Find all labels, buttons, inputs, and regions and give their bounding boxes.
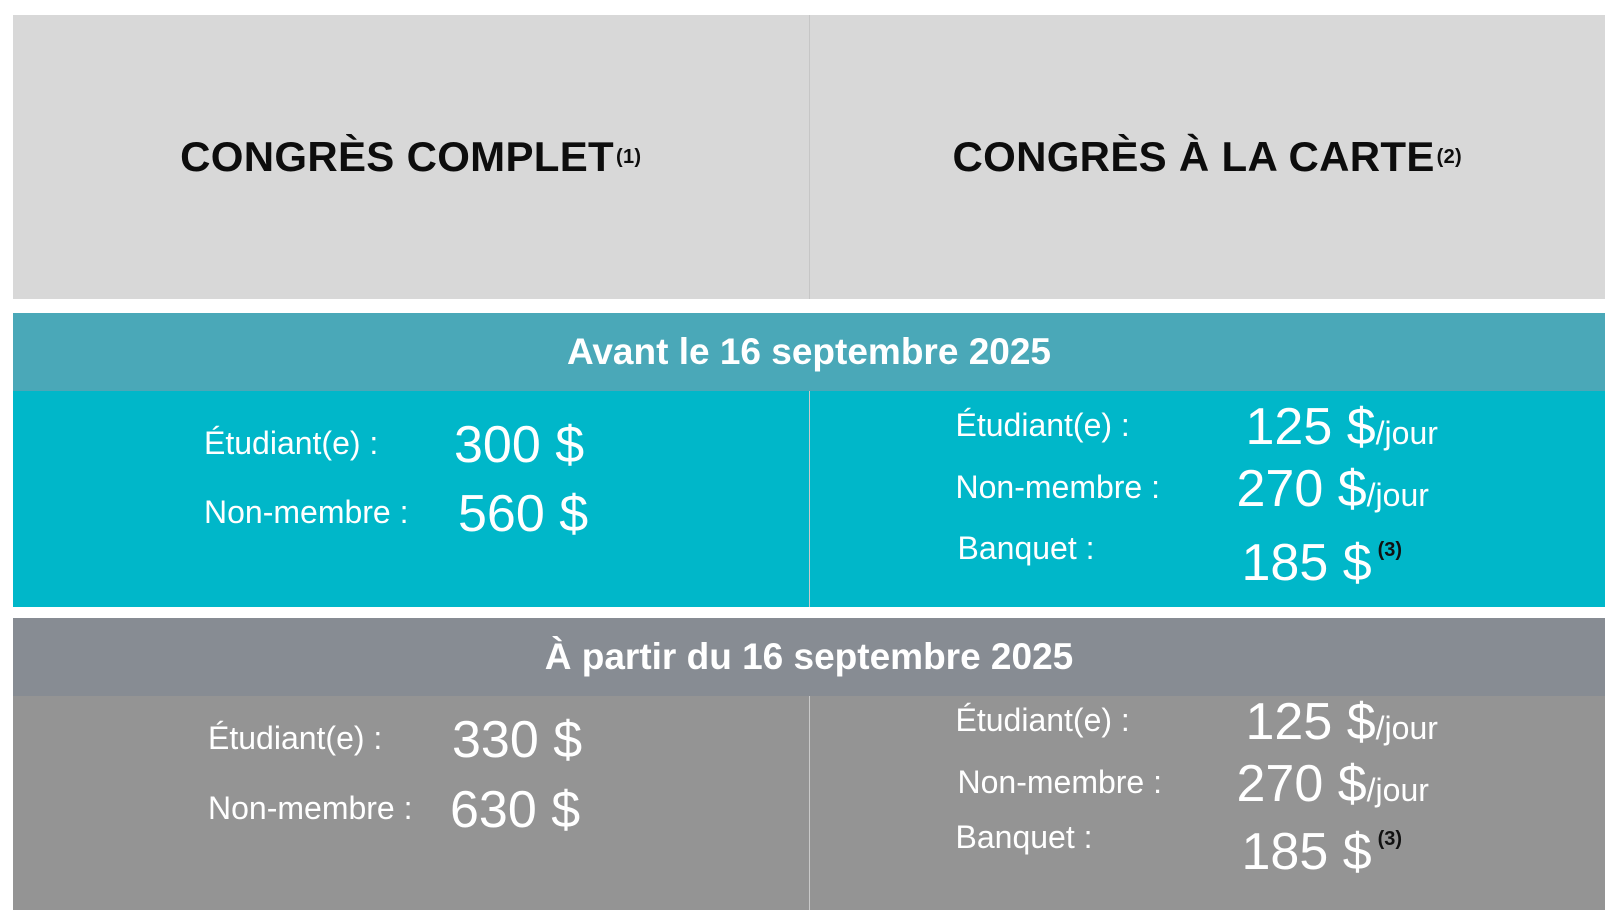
header-carte-title: CONGRÈS À LA CARTE [952, 133, 1435, 180]
header-complet-title: CONGRÈS COMPLET [180, 133, 614, 180]
price-amount: 185 $ (3) [1241, 823, 1403, 881]
header-complet-footnote: (1) [616, 145, 642, 168]
after-carte-prices: Étudiant(e) : 125 $/jour Non-membre : 27… [810, 693, 1606, 910]
price-amount: 330 $ [452, 711, 583, 769]
header-carte-footnote: (2) [1436, 145, 1463, 168]
before-carte-prices: Étudiant(e) : 125 $/jour Non-membre : 27… [810, 391, 1606, 607]
price-label: Non-membre : [204, 494, 409, 530]
price-amount: 300 $ [454, 416, 585, 474]
price-label: Étudiant(e) : [955, 702, 1130, 738]
banquet-footnote: (3) [1377, 539, 1403, 561]
period-after-prices: Étudiant(e) : 330 $ Non-membre : 630 $ É… [13, 693, 1606, 910]
pricing-header: CONGRÈS COMPLET (1) CONGRÈS À LA CARTE (2) [13, 15, 1605, 299]
price-amount: 270 $/jour [1236, 755, 1429, 813]
price-label: Étudiant(e) : [204, 425, 379, 461]
price-amount: 560 $ [458, 485, 589, 543]
banquet-footnote: (3) [1377, 828, 1403, 850]
header-congres-a-la-carte: CONGRÈS À LA CARTE (2) [810, 15, 1606, 299]
period-after-label: À partir du 16 septembre 2025 [13, 618, 1605, 696]
price-label: Non-membre : [957, 764, 1163, 800]
price-amount: 630 $ [450, 781, 581, 839]
header-congres-complet: CONGRÈS COMPLET (1) [13, 15, 810, 299]
price-label: Non-membre : [208, 790, 413, 826]
price-amount: 125 $/jour [1245, 693, 1438, 751]
price-label: Étudiant(e) : [208, 720, 383, 756]
price-amount: 125 $/jour [1245, 398, 1438, 456]
price-label: Étudiant(e) : [955, 407, 1130, 443]
period-before-prices: Étudiant(e) : 300 $ Non-membre : 560 $ É… [13, 391, 1605, 607]
price-label: Non-membre : [955, 469, 1161, 505]
price-amount: 270 $/jour [1236, 460, 1429, 518]
price-label: Banquet : [955, 819, 1093, 855]
price-label: Banquet : [957, 530, 1095, 566]
before-complet-prices: Étudiant(e) : 300 $ Non-membre : 560 $ [13, 391, 810, 607]
period-before-label: Avant le 16 septembre 2025 [13, 313, 1605, 391]
price-amount: 185 $ (3) [1241, 534, 1403, 592]
after-complet-prices: Étudiant(e) : 330 $ Non-membre : 630 $ [13, 696, 810, 910]
